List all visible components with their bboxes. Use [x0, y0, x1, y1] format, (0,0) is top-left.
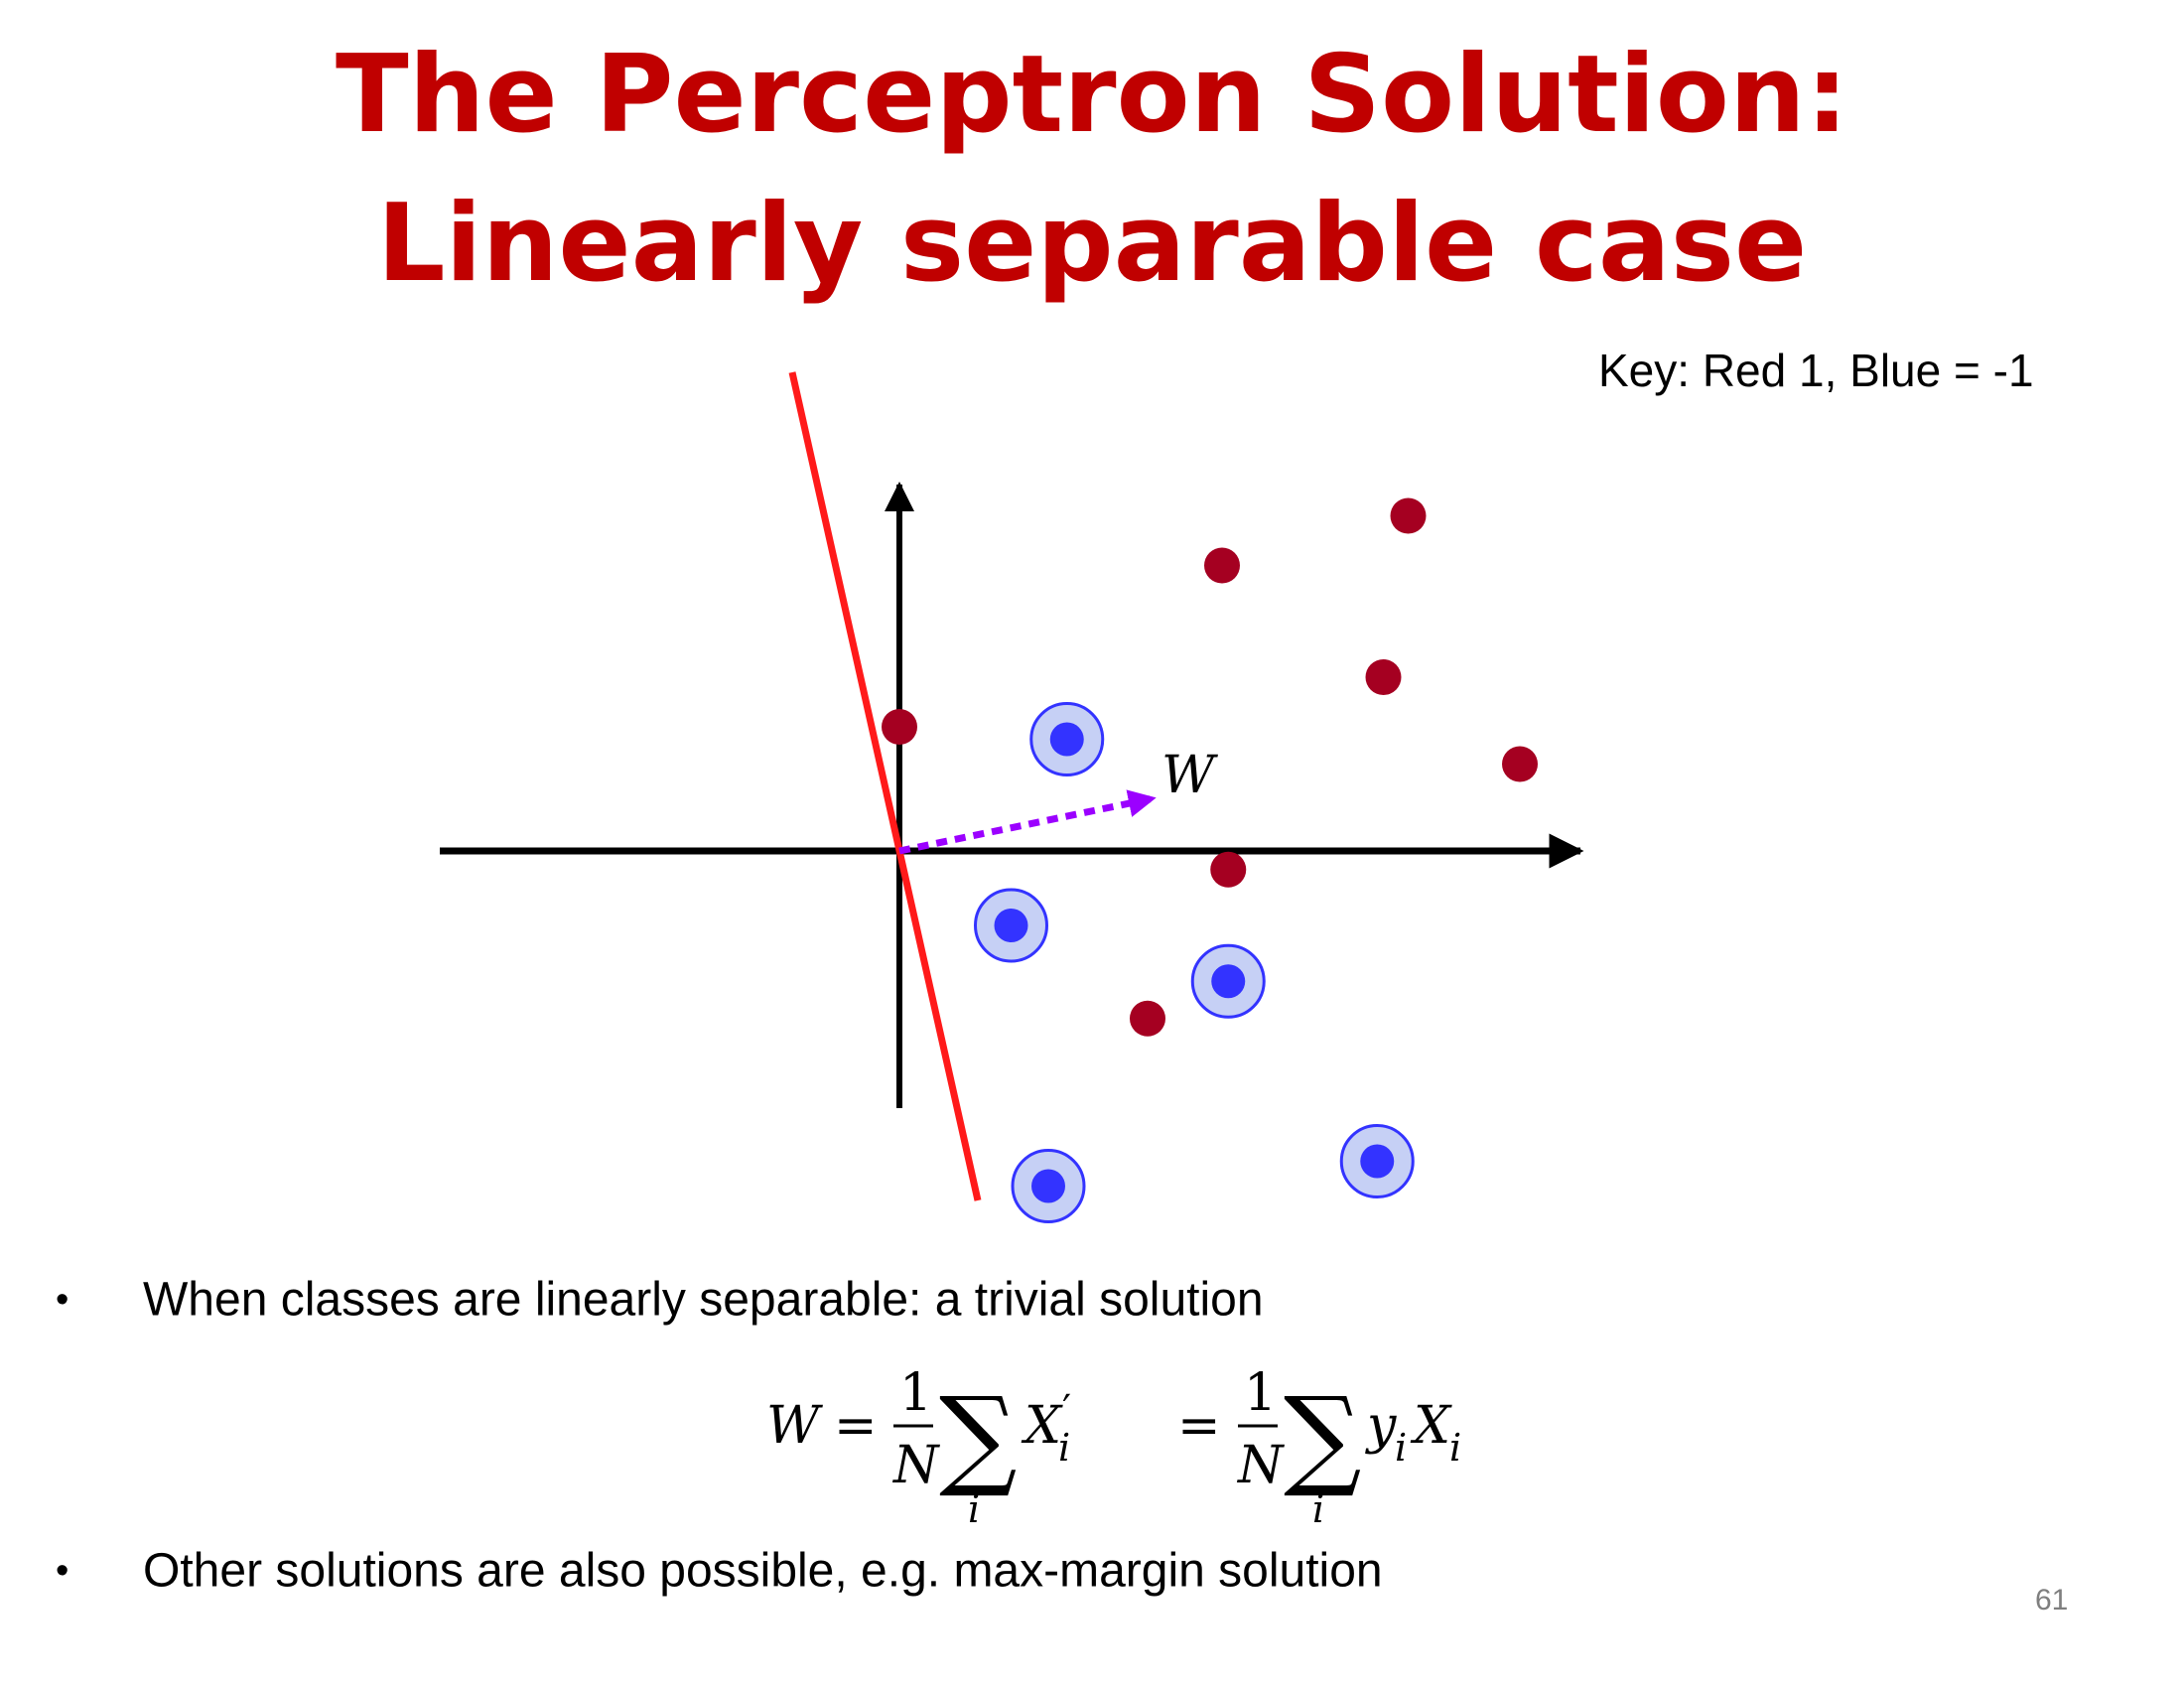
bullet-text: When classes are linearly separable: a t…	[143, 1273, 1264, 1327]
term-x-subscript: i	[1449, 1426, 1461, 1470]
blue-point	[1029, 702, 1105, 776]
equation-lhs: W	[766, 1396, 823, 1456]
slide-title-line-2: Linearly separable case	[376, 182, 1808, 306]
red-point	[882, 709, 917, 745]
fraction-numerator-1: 1	[899, 1365, 932, 1423]
summation-index-1: i	[968, 1487, 980, 1531]
fraction-denominator-2: N	[1236, 1436, 1285, 1495]
term-x-prime: X	[1021, 1396, 1063, 1456]
blue-point	[974, 888, 1048, 963]
summation-sign-1: ∑	[939, 1373, 1018, 1500]
red-point	[1204, 547, 1240, 584]
blue-point-core	[994, 909, 1028, 942]
summation-sign-2: ∑	[1284, 1373, 1362, 1500]
red-point	[1365, 659, 1402, 695]
fraction-denominator-1: N	[891, 1436, 940, 1495]
blue-point-core	[1049, 722, 1084, 757]
equation-equals-2: =	[1177, 1396, 1221, 1456]
term-y-subscript: i	[1395, 1426, 1407, 1470]
weight-vector-label: W	[1161, 746, 1218, 805]
blue-point	[1339, 1124, 1415, 1198]
bullet-dot: •	[56, 1550, 69, 1593]
color-key: Key: Red 1, Blue = -1	[1598, 345, 2034, 396]
blue-point-core	[1031, 1169, 1065, 1203]
bullet-item: • When classes are linearly separable: a …	[56, 1274, 1264, 1324]
red-point	[1502, 746, 1538, 782]
blue-point-core	[1360, 1144, 1395, 1179]
decision-boundary	[788, 371, 982, 1201]
term-y: y	[1365, 1396, 1397, 1456]
summation-index-2: i	[1312, 1487, 1324, 1531]
term-x-prime-subscript: i	[1058, 1426, 1070, 1470]
blue-class-points	[974, 702, 1415, 1223]
red-class-points	[882, 497, 1538, 1037]
equation-equals-1: =	[834, 1396, 878, 1456]
trivial-solution-equation: W = 1 N ∑ i X ′ i = 1 N ∑ i y i X i	[766, 1365, 1461, 1531]
blue-point-core	[1211, 964, 1246, 999]
slide-title-line-1: The Perceptron Solution:	[335, 33, 1849, 157]
bullet-dot: •	[56, 1279, 69, 1322]
page-number: 61	[2035, 1584, 2069, 1617]
red-point	[1130, 1000, 1165, 1037]
red-point	[1210, 851, 1247, 888]
term-x: X	[1410, 1396, 1452, 1456]
bullet-item: • Other solutions are also possible, e.g.…	[56, 1545, 1383, 1595]
red-point	[1390, 497, 1427, 534]
weight-vector-arrow	[898, 789, 1157, 855]
bullet-text: Other solutions are also possible, e.g. …	[143, 1544, 1383, 1598]
term-prime-mark: ′	[1062, 1387, 1071, 1433]
blue-point	[1190, 943, 1266, 1019]
fraction-numerator-2: 1	[1244, 1365, 1277, 1423]
blue-point	[1011, 1149, 1086, 1223]
